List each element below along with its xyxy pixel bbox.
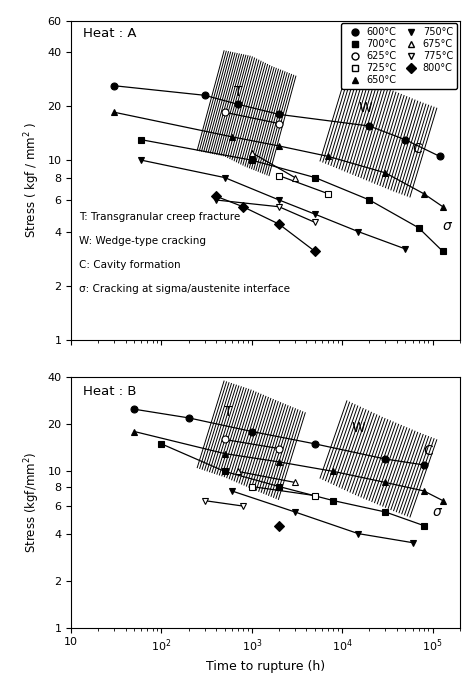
Text: W: W bbox=[358, 101, 372, 115]
Y-axis label: Stress (kgf/mm$^2$): Stress (kgf/mm$^2$) bbox=[22, 452, 42, 553]
X-axis label: Time to rupture (h): Time to rupture (h) bbox=[206, 659, 325, 672]
Text: C: Cavity formation: C: Cavity formation bbox=[79, 260, 181, 270]
Text: C: C bbox=[412, 142, 422, 156]
Text: T: T bbox=[224, 405, 233, 419]
Legend: 600°C, 700°C, 625°C, 725°C, 650°C, 750°C, 675°C, 775°C, 800°C: 600°C, 700°C, 625°C, 725°C, 650°C, 750°C… bbox=[341, 23, 457, 89]
Text: Heat : B: Heat : B bbox=[83, 385, 136, 398]
Text: $\sigma$: $\sigma$ bbox=[432, 505, 444, 519]
Text: C: C bbox=[424, 444, 433, 458]
Y-axis label: Stress ( kgf / mm$^2$ ): Stress ( kgf / mm$^2$ ) bbox=[22, 122, 42, 238]
Text: σ: Cracking at sigma/austenite interface: σ: Cracking at sigma/austenite interface bbox=[79, 284, 290, 294]
Text: T: T bbox=[234, 85, 242, 99]
Text: W: Wedge-type cracking: W: Wedge-type cracking bbox=[79, 236, 206, 246]
Text: Heat : A: Heat : A bbox=[83, 27, 136, 40]
Text: W: W bbox=[351, 421, 365, 435]
Text: T: Transgranular creep fracture: T: Transgranular creep fracture bbox=[79, 212, 240, 222]
Text: $\sigma$: $\sigma$ bbox=[442, 219, 453, 233]
